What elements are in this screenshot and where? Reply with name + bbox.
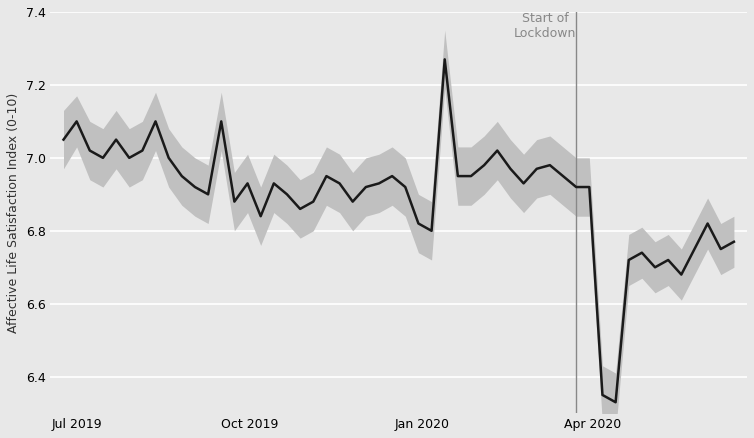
Y-axis label: Affective Life Satisfaction Index (0-10): Affective Life Satisfaction Index (0-10) bbox=[7, 92, 20, 333]
Text: Start of
Lockdown: Start of Lockdown bbox=[513, 12, 576, 40]
